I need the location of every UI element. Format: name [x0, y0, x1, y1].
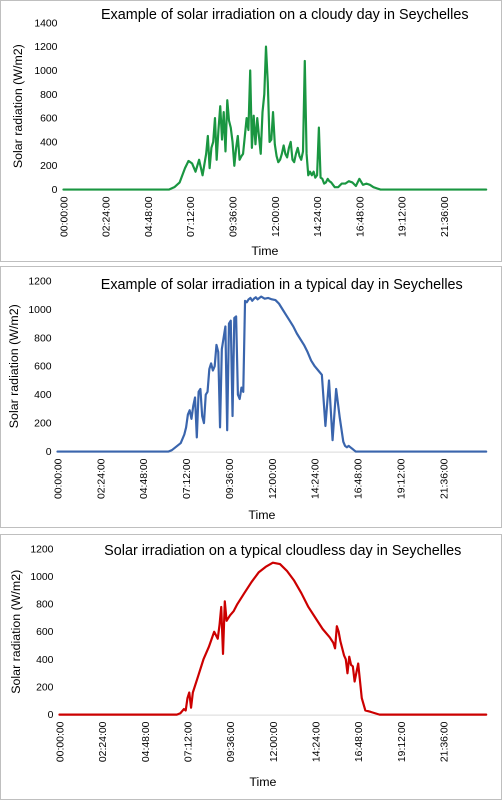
x-tick-label: 16:48:00 — [354, 721, 365, 762]
chart-title: Solar irradiation on a typical cloudless… — [104, 543, 461, 559]
x-tick-label: 12:00:00 — [269, 721, 280, 762]
x-tick-label: 07:12:00 — [182, 458, 193, 499]
x-tick-label: 09:36:00 — [225, 458, 236, 499]
y-tick-label: 600 — [36, 627, 54, 638]
x-tick-label: 09:36:00 — [229, 196, 240, 237]
y-axis-label: Solar radiation (W/m2) — [7, 304, 21, 428]
y-tick-label: 400 — [34, 390, 52, 401]
x-axis-label: Time — [249, 775, 276, 789]
typical-chart-svg: Example of solar irradiation in a typica… — [7, 276, 488, 522]
x-tick-label: 02:24:00 — [96, 458, 107, 499]
y-tick-label: 0 — [52, 185, 58, 196]
cloudless-chart-svg: Solar irradiation on a typical cloudless… — [9, 543, 488, 789]
y-tick-label: 1000 — [28, 305, 51, 316]
y-tick-label: 0 — [46, 447, 52, 458]
x-tick-label: 04:48:00 — [141, 721, 152, 762]
y-tick-label: 1200 — [30, 544, 53, 555]
typical-day-chart: Example of solar irradiation in a typica… — [0, 266, 502, 528]
cloudy-chart-svg: Example of solar irradiation on a cloudy… — [11, 7, 488, 258]
x-tick-label: 19:12:00 — [398, 196, 409, 237]
x-tick-label: 07:12:00 — [186, 196, 197, 237]
x-tick-label: 09:36:00 — [226, 721, 237, 762]
y-tick-label: 1400 — [34, 18, 57, 29]
y-tick-label: 600 — [40, 114, 58, 125]
cloudy-series-line — [62, 45, 488, 191]
x-tick-label: 21:36:00 — [440, 196, 451, 237]
x-tick-label: 19:12:00 — [396, 458, 407, 499]
cloudy-day-chart: Example of solar irradiation on a cloudy… — [0, 0, 502, 262]
x-tick-label: 19:12:00 — [397, 721, 408, 762]
y-tick-label: 1200 — [28, 276, 51, 287]
y-tick-label: 200 — [40, 161, 58, 172]
chart-title: Example of solar irradiation on a cloudy… — [101, 7, 469, 23]
typical-series-line — [56, 295, 488, 453]
x-tick-label: 07:12:00 — [183, 721, 194, 762]
cloudless-series-line — [58, 561, 488, 716]
x-axis-label: Time — [248, 508, 275, 522]
x-tick-label: 00:00:00 — [55, 721, 66, 762]
y-tick-label: 800 — [36, 600, 54, 611]
x-tick-label: 21:36:00 — [439, 458, 450, 499]
y-tick-label: 200 — [36, 682, 54, 693]
y-axis-label: Solar radiation (W/m2) — [11, 44, 25, 168]
x-tick-label: 14:24:00 — [311, 721, 322, 762]
y-tick-label: 0 — [48, 710, 54, 721]
cloudless-day-chart: Solar irradiation on a typical cloudless… — [0, 534, 502, 800]
x-tick-label: 12:00:00 — [268, 458, 279, 499]
x-tick-label: 00:00:00 — [53, 458, 64, 499]
y-tick-label: 200 — [34, 419, 52, 430]
x-tick-label: 04:48:00 — [139, 458, 150, 499]
x-tick-label: 14:24:00 — [311, 458, 322, 499]
x-tick-label: 21:36:00 — [440, 721, 451, 762]
x-tick-label: 14:24:00 — [313, 196, 324, 237]
x-axis-label: Time — [251, 244, 278, 258]
y-tick-label: 1000 — [30, 572, 53, 583]
chart-title: Example of solar irradiation in a typica… — [101, 277, 463, 293]
y-tick-label: 800 — [34, 333, 52, 344]
x-tick-label: 02:24:00 — [102, 196, 113, 237]
x-tick-label: 16:48:00 — [355, 196, 366, 237]
y-tick-label: 600 — [34, 362, 52, 373]
y-axis-label: Solar radiation (W/m2) — [9, 570, 23, 694]
y-tick-label: 400 — [40, 137, 58, 148]
x-tick-label: 00:00:00 — [59, 196, 70, 237]
x-tick-label: 02:24:00 — [98, 721, 109, 762]
x-tick-label: 04:48:00 — [144, 196, 155, 237]
y-tick-label: 800 — [40, 90, 58, 101]
y-tick-label: 1200 — [34, 42, 57, 53]
x-tick-label: 12:00:00 — [271, 196, 282, 237]
y-tick-label: 400 — [36, 655, 54, 666]
y-tick-label: 1000 — [34, 66, 57, 77]
x-tick-label: 16:48:00 — [354, 458, 365, 499]
